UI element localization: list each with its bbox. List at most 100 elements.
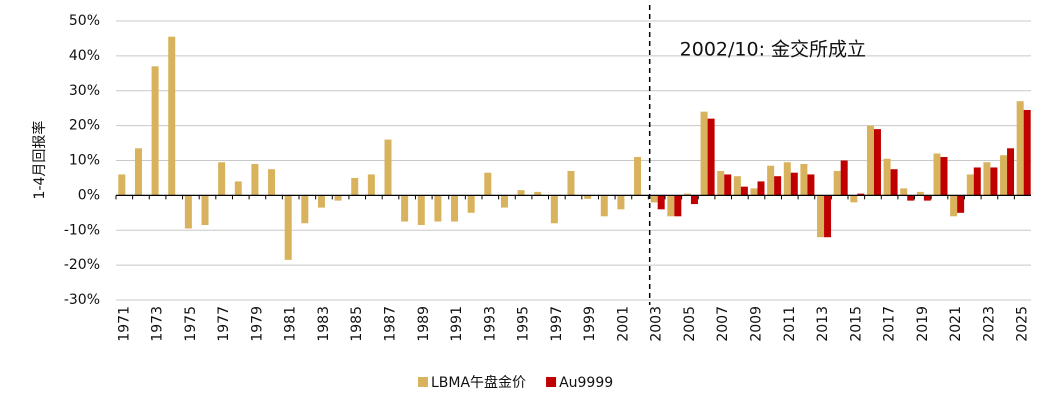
- legend-swatch: [418, 377, 428, 387]
- legend-label: LBMA午盘金价: [431, 374, 526, 391]
- bar: [833, 170, 841, 196]
- x-tick-label: 1991: [449, 306, 465, 342]
- bar: [757, 181, 765, 196]
- bar: [817, 195, 825, 238]
- bar: [1023, 109, 1031, 196]
- bar: [940, 157, 948, 196]
- x-tick-label: 1981: [283, 306, 299, 342]
- bar: [417, 195, 425, 226]
- x-tick-label: 1993: [482, 306, 498, 342]
- bar: [168, 36, 176, 196]
- bar: [367, 174, 375, 196]
- x-tick-label: 2003: [649, 306, 665, 342]
- bar: [534, 191, 542, 196]
- y-tick-label: 0%: [78, 187, 100, 203]
- bar: [600, 195, 608, 217]
- y-tick-label: 50%: [69, 13, 100, 29]
- bar: [617, 195, 625, 210]
- bar: [890, 169, 898, 196]
- y-tick-label: 20%: [69, 118, 100, 134]
- bar: [923, 195, 931, 201]
- bar: [957, 195, 965, 213]
- bar: [750, 188, 758, 196]
- x-tick-label: 1987: [383, 306, 399, 342]
- bar: [774, 176, 782, 196]
- bar: [683, 193, 691, 196]
- y-tick-label: 40%: [69, 48, 100, 64]
- bar: [700, 111, 708, 196]
- legend-swatch: [546, 377, 557, 387]
- bar: [724, 174, 732, 196]
- bar: [301, 195, 309, 224]
- x-tick-label: 1983: [316, 306, 332, 342]
- bar: [767, 165, 775, 196]
- bar: [650, 195, 658, 203]
- bar: [973, 167, 981, 196]
- x-tick-label: 2023: [981, 306, 997, 342]
- y-axis-label: 1-4月回报率: [31, 121, 48, 200]
- bar: [401, 195, 409, 222]
- x-tick-label: 2009: [749, 306, 765, 342]
- x-tick-label: 2015: [848, 306, 864, 342]
- bar: [1007, 148, 1015, 196]
- bar: [966, 174, 974, 196]
- bar: [484, 172, 492, 196]
- bar: [334, 195, 342, 201]
- bar: [201, 195, 209, 226]
- bar: [907, 195, 915, 201]
- bar: [500, 195, 508, 208]
- bar: [567, 170, 575, 196]
- bar: [151, 66, 159, 196]
- bar: [850, 195, 858, 203]
- x-tick-label: 2025: [1015, 306, 1031, 342]
- x-tick-label: 1995: [516, 306, 532, 342]
- bar: [657, 195, 665, 210]
- x-tick-label: 2007: [715, 306, 731, 342]
- bar: [451, 195, 459, 222]
- bar: [866, 125, 874, 196]
- bar: [824, 195, 832, 238]
- x-tick-label: 2001: [615, 306, 631, 342]
- x-tick-label: 1975: [183, 306, 199, 342]
- x-tick-label: 2019: [915, 306, 931, 342]
- bar: [184, 195, 192, 229]
- bar: [517, 190, 525, 196]
- bar: [707, 118, 715, 196]
- bar: [1016, 101, 1024, 196]
- bar: [550, 195, 558, 224]
- x-tick-label: 2005: [682, 306, 698, 342]
- bar: [434, 195, 442, 222]
- bar: [783, 162, 791, 196]
- y-tick-label: 10%: [69, 153, 100, 169]
- bar: [584, 195, 592, 199]
- x-tick-label: 1977: [216, 306, 232, 342]
- bar: [234, 181, 242, 196]
- bar: [990, 167, 998, 196]
- bar: [690, 195, 698, 205]
- bar: [740, 186, 748, 196]
- bar: [667, 195, 675, 217]
- bar: [118, 174, 126, 196]
- bar: [807, 174, 815, 196]
- bar: [384, 139, 392, 196]
- x-tick-label: 1971: [116, 306, 132, 342]
- bar: [134, 148, 142, 196]
- x-tick-label: 1999: [582, 306, 598, 342]
- x-tick-label: 1985: [349, 306, 365, 342]
- y-tick-label: -10%: [64, 222, 100, 238]
- bar: [317, 195, 325, 208]
- bar: [251, 163, 259, 196]
- bar: [467, 195, 475, 213]
- x-tick-label: 1973: [150, 306, 166, 342]
- bar: [674, 195, 682, 217]
- bar: [351, 177, 359, 196]
- annotation: 2002/10: 金交所成立: [680, 39, 866, 61]
- bar: [268, 169, 276, 196]
- bar: [717, 170, 725, 196]
- x-tick-label: 2021: [948, 306, 964, 342]
- bar: [983, 162, 991, 196]
- bar: [800, 163, 808, 196]
- x-tick-label: 1989: [416, 306, 432, 342]
- y-tick-label: -30%: [64, 292, 100, 308]
